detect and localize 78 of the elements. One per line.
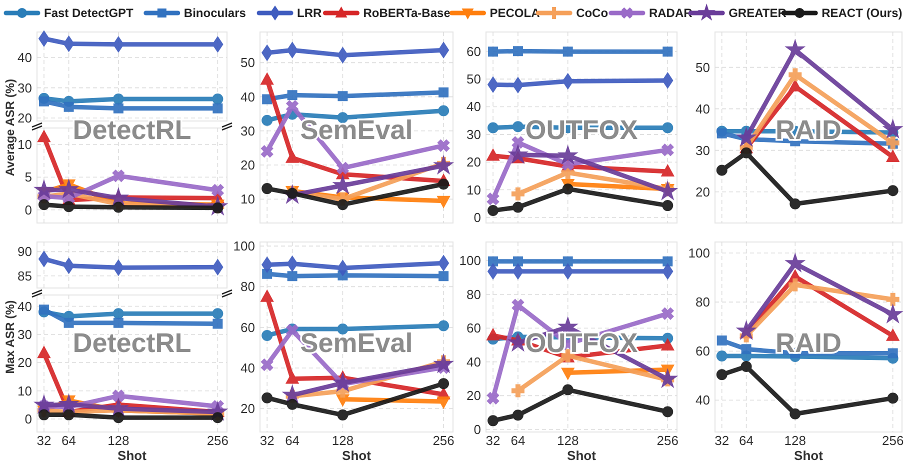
y-tick-label: 40 [18, 50, 32, 66]
x-tick-label: 64 [62, 433, 76, 448]
y-tick-label: 100 [233, 238, 255, 254]
y-tick-label: 60 [466, 44, 481, 59]
y-tick-label: 40 [240, 360, 255, 376]
y-tick-label: 80 [466, 286, 481, 302]
legend-label: Fast DetectGPT [44, 6, 134, 20]
y-axis-title: Average ASR (%) [3, 78, 17, 176]
y-tick-label: 60 [696, 344, 710, 359]
y-tick-label: 40 [18, 298, 32, 314]
legend-label: Binoculars [184, 6, 246, 20]
y-tick-label: 50 [696, 60, 710, 75]
y-tick-label: 40 [696, 392, 710, 408]
x-tick-label: 32 [714, 433, 730, 448]
x-tick-label: 128 [108, 433, 130, 448]
y-tick-label: 20 [18, 355, 32, 370]
y-tick-label: 20 [466, 154, 481, 170]
y-tick-label: 10 [466, 182, 481, 198]
x-tick-label: 64 [739, 433, 754, 448]
x-tick-label: 32 [36, 433, 52, 448]
y-tick-label: 30 [696, 142, 710, 158]
y-tick-label: 20 [696, 184, 710, 200]
x-tick-label: 256 [206, 433, 229, 448]
y-tick-label: 20 [240, 401, 255, 416]
legend-label: CoCo [576, 6, 608, 20]
y-tick-label: 0 [474, 210, 481, 225]
y-tick-label: 10 [240, 192, 255, 207]
legend-label: REACT (Ours) [822, 6, 902, 20]
annotation: DetectRL [72, 115, 192, 146]
y-tick-label: 40 [696, 101, 710, 116]
y-tick-label: 20 [18, 110, 32, 126]
y-tick-label: 0 [474, 422, 481, 437]
y-tick-label: 30 [240, 123, 255, 138]
y-tick-label: 0 [24, 202, 32, 218]
y-tick-label: 10 [18, 383, 32, 398]
y-tick-label: 20 [466, 388, 481, 404]
y-tick-label: 80 [240, 279, 255, 294]
legend-label: RoBERTa-Base [363, 6, 451, 20]
y-tick-label: 50 [466, 72, 481, 87]
y-tick-label: 20 [240, 158, 255, 173]
y-tick-label: 40 [240, 89, 255, 104]
x-axis-title: Shot [342, 448, 372, 463]
legend-label: GREATER [728, 6, 787, 20]
y-tick-label: 30 [466, 126, 481, 142]
legend-label: PECOLA [490, 6, 540, 20]
y-tick-label: 30 [18, 326, 32, 342]
y-tick-label: 85 [18, 268, 32, 284]
y-tick-label: 10 [18, 136, 32, 152]
x-tick-label: 32 [486, 433, 500, 448]
y-tick-label: 0 [24, 412, 32, 427]
y-tick-label: 60 [240, 320, 255, 335]
y-tick-label: 100 [459, 253, 481, 268]
x-tick-label: 128 [784, 433, 806, 448]
x-tick-label: 256 [432, 433, 454, 448]
y-tick-label: 40 [466, 99, 481, 114]
y-tick-label: 60 [466, 320, 481, 336]
y-tick-label: 90 [18, 244, 32, 260]
y-tick-label: 100 [688, 246, 710, 261]
x-axis-title: Shot [567, 448, 597, 463]
x-tick-label: 32 [260, 433, 274, 448]
y-tick-label: 40 [466, 354, 481, 370]
x-tick-label: 64 [285, 433, 300, 448]
x-tick-label: 256 [656, 433, 678, 448]
legend-label: LRR [297, 6, 322, 20]
annotation: RAID [776, 328, 842, 358]
legend-label: RADAR [648, 6, 693, 20]
x-tick-label: 128 [332, 433, 354, 448]
y-tick-label: 30 [18, 80, 32, 96]
annotation: DetectRL [72, 328, 192, 358]
x-axis-title: Shot [794, 448, 824, 463]
y-tick-label: 50 [240, 55, 255, 70]
y-tick-label: 80 [696, 294, 710, 310]
x-tick-label: 64 [510, 433, 526, 448]
x-tick-label: 128 [557, 433, 579, 448]
x-tick-label: 256 [882, 433, 904, 448]
y-tick-label: 5 [24, 170, 32, 185]
x-axis-title: Shot [118, 448, 148, 463]
y-axis-title: Max ASR (%) [3, 300, 17, 374]
